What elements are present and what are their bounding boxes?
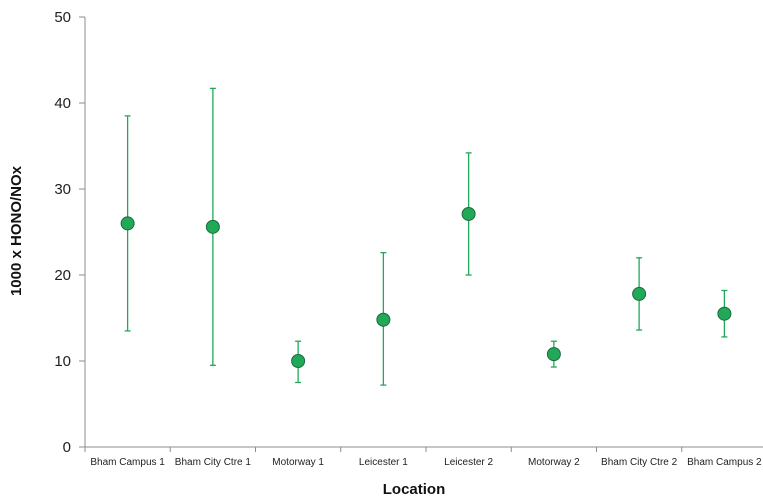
data-point bbox=[291, 354, 306, 368]
x-tick-label: Leicester 2 bbox=[444, 457, 493, 468]
y-tick-label: 0 bbox=[63, 439, 71, 456]
x-axis-title: Location bbox=[383, 481, 446, 497]
x-axis: Bham Campus 1 Bham City Ctre 1 Motorway 1 L… bbox=[84, 446, 763, 468]
y-tick-label: 10 bbox=[54, 353, 71, 370]
data-point bbox=[461, 206, 476, 221]
y-tick-label: 50 bbox=[54, 9, 71, 26]
plot-area bbox=[120, 87, 732, 386]
data-point-group bbox=[461, 152, 476, 276]
x-tick-label: Motorway 2 bbox=[528, 457, 580, 468]
y-tick-label: 30 bbox=[54, 181, 71, 198]
data-point bbox=[546, 347, 561, 362]
data-point-group bbox=[632, 257, 647, 331]
data-point-group bbox=[546, 340, 561, 368]
x-tick-label: Bham City Ctre 1 bbox=[175, 457, 252, 468]
data-point-group bbox=[717, 289, 732, 338]
x-tick-label: Bham Campus 2 bbox=[687, 457, 762, 468]
data-point bbox=[376, 312, 391, 327]
y-axis-title: 1000 x HONO/NOx bbox=[8, 165, 25, 296]
data-point bbox=[632, 286, 647, 301]
y-axis: 0 10 20 30 40 50 bbox=[54, 9, 86, 456]
x-tick-label: Motorway 1 bbox=[272, 457, 324, 468]
data-point-group bbox=[376, 251, 391, 386]
y-tick-label: 20 bbox=[54, 267, 71, 284]
data-point bbox=[205, 219, 220, 234]
x-tick-label: Bham Campus 1 bbox=[90, 457, 165, 468]
data-point bbox=[717, 306, 732, 321]
x-tick-label: Leicester 1 bbox=[359, 457, 408, 468]
y-tick-label: 40 bbox=[54, 95, 71, 112]
data-point bbox=[120, 216, 135, 231]
data-point-group bbox=[120, 115, 135, 332]
x-tick-label: Bham City Ctre 2 bbox=[601, 457, 678, 468]
data-point-group bbox=[205, 87, 220, 366]
data-point-group bbox=[291, 340, 306, 384]
